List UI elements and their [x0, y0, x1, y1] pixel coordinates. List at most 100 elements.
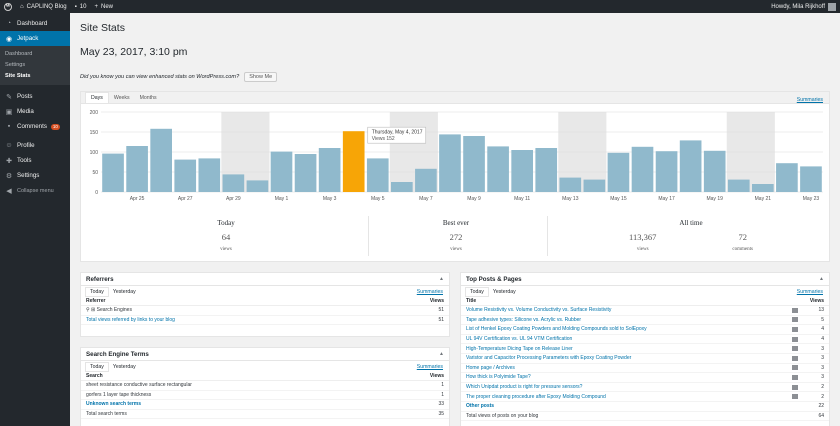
- tab-days[interactable]: Days: [85, 92, 109, 103]
- summaries-link[interactable]: Summaries: [796, 288, 823, 295]
- table-row: Tape adhesive types: Silicone vs. Acryli…: [461, 316, 829, 326]
- tab-weeks[interactable]: Weeks: [113, 95, 130, 101]
- comments-count: 10: [79, 3, 87, 10]
- tab-today[interactable]: Today: [85, 286, 109, 297]
- site-name-link[interactable]: ⌂ CAPLINQ Blog: [16, 0, 71, 13]
- total-value: 64: [818, 412, 824, 419]
- sidebar-item-settings[interactable]: ⚙ Settings: [0, 168, 70, 183]
- sidebar-item-profile[interactable]: ☺ Profile: [0, 138, 70, 153]
- stats-bar-icon[interactable]: [792, 317, 798, 323]
- column-header: Referrer: [86, 298, 106, 304]
- row-views: 5: [821, 316, 824, 323]
- table-row: Unknown search terms 33: [81, 400, 449, 410]
- sidebar-item-label: Media: [17, 108, 34, 115]
- row-label[interactable]: Unknown search terms: [86, 401, 142, 408]
- tooltip-views: Views 152: [372, 136, 395, 142]
- top-posts-title-bar[interactable]: Top Posts & Pages ▲: [461, 273, 829, 286]
- post-title-link[interactable]: High-Temperature Dicing Tape on Release …: [466, 345, 573, 352]
- table-total-row: Total views of posts on your blog 64: [461, 412, 829, 422]
- total-label[interactable]: Total views referred by links to your bl…: [86, 316, 175, 323]
- views-bar-chart: 200 150 100 50 0 Apr 25 Apr 27 Apr 29 May 1 May 3…: [90, 110, 823, 202]
- post-title-link[interactable]: Varistor and Capacitor Processing Parame…: [466, 355, 632, 362]
- submenu-dashboard[interactable]: Dashboard: [5, 51, 33, 57]
- divider: [547, 216, 548, 256]
- account-menu[interactable]: Howdy, Mila Rijkhoff: [767, 0, 840, 13]
- stats-bar-icon[interactable]: [792, 326, 798, 332]
- stats-bar-icon[interactable]: [792, 374, 798, 380]
- sidebar-item-jetpack[interactable]: ◉ Jetpack: [0, 31, 70, 46]
- collapse-arrow-icon[interactable]: ▲: [439, 351, 444, 357]
- row-views: 13: [818, 307, 824, 314]
- stats-bar-icon[interactable]: [792, 355, 798, 361]
- post-title-link[interactable]: Other posts: [466, 403, 495, 410]
- total-label: Total views of posts on your blog: [466, 412, 539, 419]
- chart-bar: [439, 134, 461, 192]
- post-title-link[interactable]: Volume Resistivity vs. Volume Conductivi…: [466, 307, 612, 314]
- post-title-link[interactable]: Tape adhesive types: Silicone vs. Acryli…: [466, 316, 582, 323]
- tab-yesterday[interactable]: Yesterday: [492, 288, 516, 295]
- collapse-arrow-icon[interactable]: ▲: [439, 276, 444, 282]
- tab-yesterday[interactable]: Yesterday: [112, 363, 136, 370]
- post-title-link[interactable]: UL 94V Certification vs. UL 94 VTM Certi…: [466, 336, 573, 343]
- summaries-link[interactable]: Summaries: [416, 363, 443, 370]
- settings-icon: ⚙: [5, 172, 13, 180]
- all-time-views: 113,367: [629, 232, 657, 242]
- row-views: 2: [821, 393, 824, 400]
- tab-yesterday[interactable]: Yesterday: [112, 288, 136, 295]
- table-total-row: Total views referred by links to your bl…: [81, 316, 449, 326]
- sidebar-item-comments[interactable]: ▪ Comments 10: [0, 119, 70, 134]
- stats-bar-icon[interactable]: [792, 307, 798, 313]
- submenu-site-stats[interactable]: Site Stats: [5, 73, 31, 79]
- collapse-menu-button[interactable]: ◀ Collapse menu: [0, 183, 70, 198]
- sidebar-item-label: Comments: [17, 123, 47, 130]
- sidebar-item-dashboard[interactable]: ◔ Dashboard: [0, 16, 70, 31]
- search-terms-title-bar[interactable]: Search Engine Terms ▲: [81, 348, 449, 361]
- collapse-arrow-icon[interactable]: ▲: [819, 276, 824, 282]
- all-time-summary: All time 113,367 views 72 comments: [591, 219, 791, 252]
- submenu-settings[interactable]: Settings: [5, 62, 26, 68]
- tab-today[interactable]: Today: [85, 361, 109, 372]
- x-tick-label: May 15: [610, 196, 627, 202]
- search-icon: ⚲ ⊞: [86, 307, 97, 314]
- stats-bar-icon[interactable]: [792, 346, 798, 352]
- post-title-link[interactable]: How thick is Polyimide Tape?: [466, 374, 531, 381]
- chart-bar: [583, 179, 606, 192]
- table-row: UL 94V Certification vs. UL 94 VTM Certi…: [461, 335, 829, 345]
- tab-months[interactable]: Months: [139, 95, 157, 101]
- post-title-link[interactable]: List of Henkel Epoxy Coating Powders and…: [466, 326, 647, 333]
- show-me-button[interactable]: Show Me: [244, 72, 278, 82]
- sidebar-item-label: Tools: [17, 157, 32, 164]
- column-header: Views: [429, 298, 444, 304]
- post-title-link[interactable]: Which Unipdat product is right for press…: [466, 384, 583, 391]
- row-views: 1: [441, 382, 444, 389]
- chart-bar: [391, 182, 413, 192]
- referrers-title-bar[interactable]: Referrers ▲: [81, 273, 449, 286]
- post-title-link[interactable]: The proper cleaning procedure after Epox…: [466, 393, 606, 400]
- sidebar-item-label: Collapse menu: [17, 187, 54, 194]
- sidebar-item-media[interactable]: ▣ Media: [0, 104, 70, 119]
- new-content-button[interactable]: + New: [90, 0, 117, 13]
- summaries-link[interactable]: Summaries: [796, 97, 823, 103]
- stats-bar-icon[interactable]: [792, 336, 798, 342]
- x-tick-label: May 13: [562, 196, 579, 202]
- table-row: The proper cleaning procedure after Epox…: [461, 392, 829, 402]
- chart-bar: [607, 152, 630, 192]
- sidebar-item-posts[interactable]: ✎ Posts: [0, 89, 70, 104]
- table-row: ⚲ ⊞ Search Engines 51: [81, 306, 449, 316]
- top-posts-panel: Top Posts & Pages ▲ Today Yesterday Summa…: [460, 272, 830, 426]
- row-views: 33: [438, 401, 444, 408]
- comments-link[interactable]: ▪ 10: [71, 0, 91, 13]
- main-content: Site Stats May 23, 2017, 3:10 pm Did you…: [70, 13, 840, 426]
- summaries-link[interactable]: Summaries: [416, 288, 443, 295]
- tab-today[interactable]: Today: [465, 286, 489, 297]
- top-posts-tabs: Today Yesterday Summaries: [461, 286, 829, 297]
- chart-bar: [415, 168, 437, 192]
- row-views: 3: [821, 345, 824, 352]
- sidebar-item-tools[interactable]: ✚ Tools: [0, 153, 70, 168]
- post-title-link[interactable]: Home page / Archives: [466, 364, 515, 371]
- stats-bar-icon[interactable]: [792, 384, 798, 390]
- stats-bar-icon[interactable]: [792, 365, 798, 371]
- wordpress-logo-button[interactable]: W: [0, 0, 16, 13]
- stats-bar-icon[interactable]: [792, 394, 798, 400]
- admin-sidebar: ◔ Dashboard ◉ Jetpack Dashboard Settings S…: [0, 13, 70, 426]
